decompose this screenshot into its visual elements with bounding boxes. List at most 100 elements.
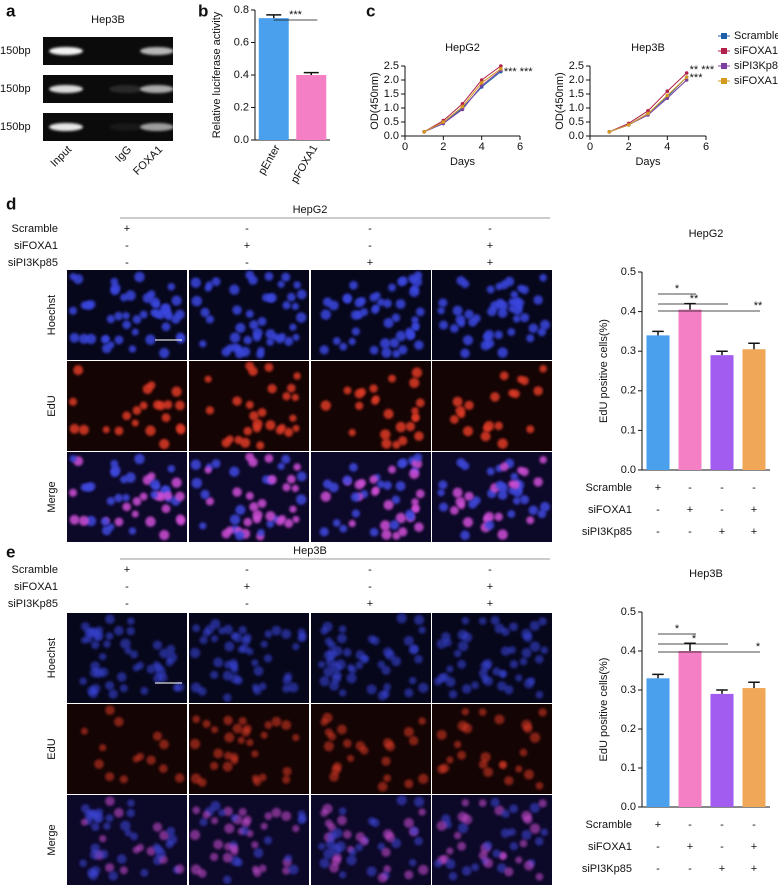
cell — [167, 282, 176, 291]
cell — [342, 293, 352, 303]
cell — [258, 682, 267, 691]
cell — [229, 466, 240, 477]
cell — [391, 656, 402, 667]
cell — [348, 848, 357, 857]
y-tick-label: 0.5 — [569, 116, 584, 128]
cell — [335, 841, 346, 852]
data-point — [665, 93, 670, 98]
cell — [229, 514, 241, 525]
row-label: Merge — [46, 824, 58, 855]
cell — [457, 822, 469, 834]
cell — [497, 347, 508, 358]
cell — [462, 517, 474, 528]
cell — [103, 640, 111, 648]
cell — [122, 411, 132, 421]
condition-name: Scramble — [12, 223, 58, 235]
cell — [320, 309, 331, 320]
y-tick-label: 0.3 — [621, 684, 636, 696]
cell — [132, 846, 140, 854]
cell — [297, 628, 306, 637]
cell — [398, 527, 408, 537]
cell — [232, 396, 242, 406]
cell — [318, 842, 326, 851]
cell — [346, 673, 357, 684]
condition-sign: - — [752, 482, 756, 494]
cell — [407, 331, 415, 339]
cell — [414, 836, 423, 846]
cell — [139, 492, 148, 501]
cell — [295, 312, 307, 323]
cell — [385, 832, 396, 843]
cell — [152, 822, 163, 832]
cell — [267, 293, 277, 303]
cell — [128, 345, 137, 353]
cell — [132, 496, 142, 506]
y-tick-label: 2.5 — [384, 60, 399, 72]
cell — [132, 314, 142, 324]
legend-swatch — [721, 78, 727, 84]
cells — [190, 452, 307, 541]
cell — [127, 617, 135, 625]
cell — [369, 384, 378, 393]
cell — [251, 659, 259, 667]
cell — [125, 290, 136, 301]
cell — [383, 408, 394, 419]
cell — [145, 334, 156, 345]
cell — [497, 529, 508, 540]
cell — [495, 480, 505, 490]
cell — [191, 477, 203, 489]
cell — [523, 769, 534, 780]
cell — [229, 332, 241, 343]
cell — [346, 855, 357, 866]
cell — [154, 845, 163, 854]
cell — [391, 313, 401, 323]
bar — [678, 651, 702, 807]
cell — [515, 674, 523, 682]
cell — [319, 345, 329, 355]
chart-title: HepG2 — [445, 42, 480, 54]
cell — [122, 320, 132, 330]
cell — [257, 408, 267, 417]
cell — [471, 681, 479, 690]
y-tick-label: 0.3 — [621, 345, 636, 357]
cell — [439, 320, 449, 330]
condition-sign: - — [125, 598, 129, 610]
cell — [281, 720, 292, 731]
cell — [260, 822, 268, 830]
cell — [332, 337, 341, 345]
cell — [139, 401, 148, 410]
bar — [742, 688, 766, 807]
cell — [497, 490, 508, 500]
cell — [383, 299, 392, 308]
cell — [348, 519, 356, 528]
cell — [500, 828, 511, 838]
cells — [319, 453, 425, 540]
cell — [80, 622, 90, 632]
legend-swatch — [721, 63, 727, 69]
cell — [396, 795, 407, 806]
cell — [85, 515, 97, 527]
cell — [331, 765, 341, 775]
cell — [528, 323, 539, 334]
cell — [257, 317, 267, 326]
condition-sign: - — [720, 819, 724, 831]
cell — [105, 705, 115, 715]
cell — [265, 420, 276, 431]
cell — [174, 864, 185, 874]
cell — [91, 822, 100, 832]
cell — [249, 502, 259, 512]
cell — [360, 746, 369, 755]
significance-label: ** — [754, 300, 763, 312]
cell — [213, 839, 224, 850]
cell — [468, 499, 478, 509]
cells — [204, 361, 301, 450]
cell — [461, 708, 470, 716]
condition-name: siPI3Kp85 — [582, 863, 632, 875]
cell — [337, 815, 347, 826]
cell — [119, 866, 128, 875]
cell — [535, 781, 544, 790]
cell — [521, 829, 532, 840]
data-point — [646, 109, 650, 113]
cell — [171, 386, 182, 397]
y-tick-label: 0.1 — [621, 424, 636, 436]
